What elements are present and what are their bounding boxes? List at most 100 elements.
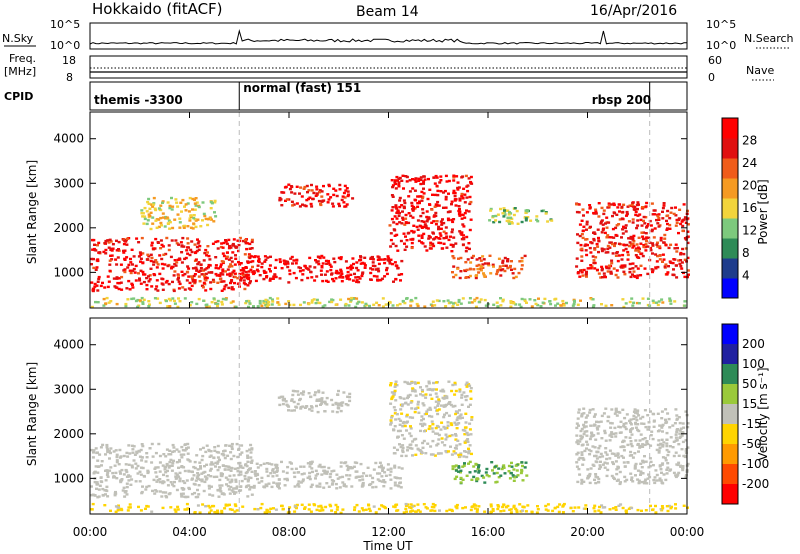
data-cell	[442, 237, 446, 240]
data-cell	[122, 486, 126, 489]
data-cell	[389, 419, 393, 422]
data-cell	[663, 265, 667, 268]
data-cell	[646, 245, 650, 248]
data-cell	[284, 260, 288, 263]
colorbar-swatch	[722, 424, 738, 445]
data-cell	[502, 464, 506, 467]
data-cell	[535, 218, 539, 221]
data-cell	[147, 197, 151, 201]
data-cell	[435, 220, 439, 223]
data-cell	[436, 402, 440, 405]
data-cell	[307, 197, 310, 201]
data-cell	[464, 412, 468, 415]
data-cell	[249, 268, 253, 271]
data-cell	[432, 244, 436, 248]
data-cell	[329, 472, 333, 476]
data-cell	[185, 502, 189, 506]
data-cell	[403, 301, 407, 305]
data-cell	[199, 467, 203, 470]
data-cell	[265, 462, 269, 465]
data-cell	[386, 463, 390, 466]
data-cell	[589, 467, 593, 470]
data-cell	[628, 244, 631, 248]
data-cell	[216, 509, 219, 512]
data-cell	[190, 470, 194, 473]
data-cell	[166, 222, 170, 225]
data-cell	[459, 471, 462, 474]
data-cell	[128, 288, 132, 291]
data-cell	[636, 478, 640, 481]
data-cell	[119, 281, 123, 284]
data-cell	[361, 271, 365, 274]
data-cell	[158, 461, 162, 464]
data-cell	[610, 408, 614, 411]
data-cell	[634, 426, 638, 429]
data-cell	[378, 472, 382, 475]
data-cell	[616, 206, 620, 209]
data-cell	[152, 196, 156, 200]
data-cell	[652, 478, 656, 482]
data-cell	[662, 473, 666, 476]
data-cell	[435, 395, 439, 398]
data-cell	[659, 508, 663, 511]
data-cell	[403, 242, 406, 245]
data-cell	[603, 461, 607, 464]
data-cell	[164, 281, 168, 284]
data-cell	[323, 400, 327, 403]
data-cell	[468, 202, 472, 206]
data-cell	[467, 449, 471, 453]
data-cell	[150, 461, 154, 464]
data-cell	[339, 268, 343, 271]
data-cell	[592, 434, 596, 437]
data-cell	[477, 469, 481, 472]
data-cell	[635, 412, 639, 415]
data-cell	[287, 281, 291, 284]
data-cell	[481, 266, 485, 269]
data-cell	[155, 279, 159, 282]
data-cell	[115, 277, 119, 280]
data-cell	[217, 451, 221, 454]
data-cell	[145, 276, 149, 280]
data-cell	[675, 218, 679, 222]
data-cell	[156, 297, 160, 300]
data-cell	[325, 270, 329, 273]
data-cell	[233, 281, 236, 285]
data-cell	[635, 255, 639, 259]
data-cell	[125, 287, 129, 290]
data-cell	[339, 270, 343, 273]
data-cell	[409, 238, 413, 241]
data-cell	[173, 302, 177, 305]
data-cell	[106, 275, 110, 278]
data-cell	[638, 445, 642, 448]
data-cell	[491, 509, 495, 512]
data-cell	[684, 238, 688, 241]
data-cell	[340, 198, 344, 202]
data-cell	[606, 244, 610, 248]
data-cell	[477, 464, 481, 467]
data-cell	[228, 481, 232, 484]
data-cell	[225, 242, 229, 246]
data-cell	[413, 178, 417, 181]
data-cell	[330, 479, 334, 482]
data-cell	[340, 280, 344, 283]
data-cell	[139, 257, 143, 260]
data-cell	[655, 479, 659, 482]
data-cell	[170, 469, 174, 472]
data-cell	[447, 218, 450, 222]
data-cell	[412, 224, 416, 227]
data-cell	[328, 263, 332, 266]
data-cell	[188, 304, 192, 307]
data-cell	[611, 507, 615, 510]
data-cell	[398, 396, 402, 399]
data-cell	[575, 265, 579, 268]
station-title: Hokkaido (fitACF)	[92, 0, 223, 18]
data-cell	[233, 510, 237, 513]
data-cell	[684, 451, 688, 455]
data-cell	[197, 261, 201, 264]
data-cell	[151, 216, 155, 219]
data-cell	[394, 182, 398, 186]
data-cell	[496, 269, 500, 272]
data-cell	[131, 263, 134, 266]
data-cell	[335, 194, 339, 198]
data-cell	[495, 272, 499, 276]
